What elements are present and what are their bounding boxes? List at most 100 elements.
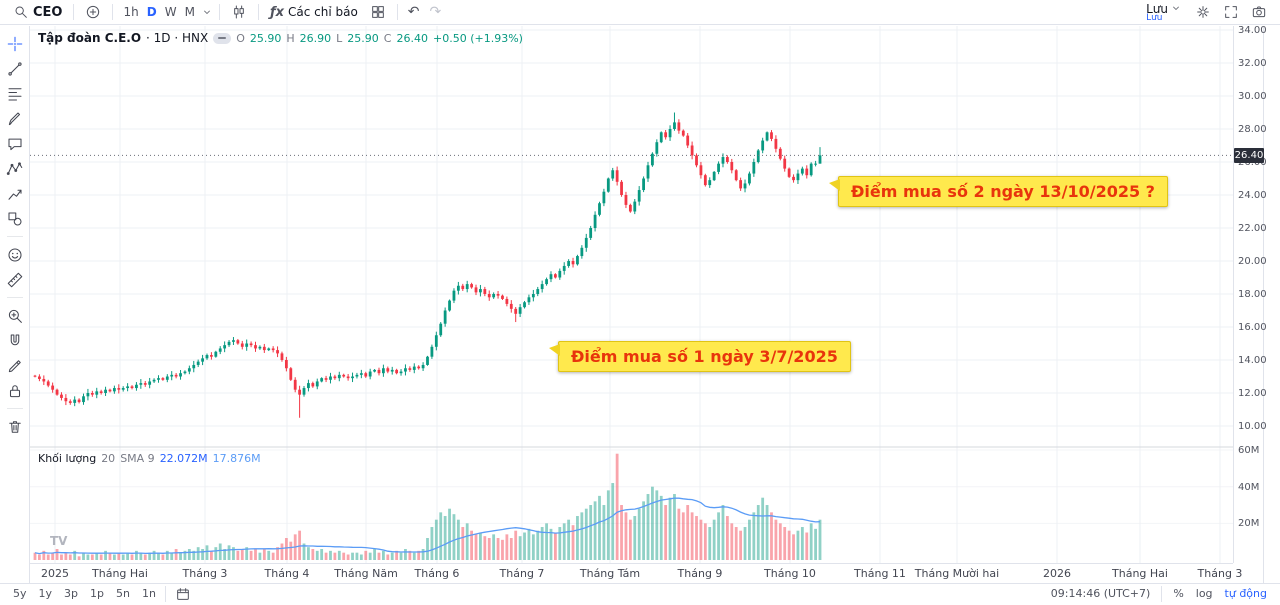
symbol-legend: Tập đoàn C.E.O · 1D · HNX O 25.90 H 26.90 … [38,31,523,45]
time-tick: Tháng Hai [92,567,148,580]
time-tick: Tháng Năm [334,567,398,580]
range-5n[interactable]: 5n [116,587,130,600]
tool-zoom-in[interactable] [3,304,27,327]
interval-M[interactable]: M [184,5,195,19]
go-to-date-button[interactable] [170,583,196,605]
price-chart-svg[interactable] [30,26,1233,563]
time-axis[interactable]: 2025 Tháng Hai Tháng 3 Tháng 4 Tháng Năm Thán… [30,563,1242,583]
time-tick: Tháng Hai [1112,567,1168,580]
volume-axis-label: 60M [1238,445,1260,457]
interval-menu-chevron-icon[interactable] [201,6,213,18]
fullscreen-button[interactable] [1218,1,1244,23]
tradingview-watermark: TV [50,534,68,548]
range-1n[interactable]: 1n [141,587,156,600]
clock-label[interactable]: 09:14:46 (UTC+7) [1050,587,1151,600]
save-label: Lưu [1146,2,1168,16]
tool-measure[interactable] [3,268,27,291]
annotation-buy-point-2[interactable]: Điểm mua số 2 ngày 13/10/2025 ? [829,176,1168,207]
layout-grid-button[interactable] [365,1,391,23]
bottom-separator [1161,585,1163,602]
legend-subtitle: · 1D · HNX [146,31,209,45]
tool-fib-retracement[interactable] [3,82,27,105]
tool-lock-drawings[interactable] [3,379,27,402]
time-tick: Tháng 6 [414,567,460,580]
tool-magnet[interactable] [3,329,27,352]
top-toolbar: CEO 1h D W M ƒx Các chỉ báo ↶ ↷ Lưu Lưu [0,0,1280,25]
range-1p[interactable]: 1p [90,587,104,600]
symbol-search-button[interactable]: CEO [8,1,67,23]
price-axis-label: 14.00 [1238,355,1267,366]
tool-brush[interactable] [3,107,27,130]
toolbar-separator [396,4,398,20]
tool-shapes[interactable] [3,207,27,230]
tool-trend-line[interactable] [3,57,27,80]
log-scale-button[interactable]: log [1195,587,1213,600]
time-tick: 2025 [41,567,69,580]
time-tick: Tháng 7 [499,567,545,580]
volume-legend-title[interactable]: Khối lượng [38,452,97,465]
tool-crosshair-cursor[interactable] [3,32,27,55]
brush-icon [8,111,20,125]
measure-icon [7,272,22,287]
price-axis-label: 10.00 [1238,421,1267,432]
last-price-badge[interactable]: 26.40 [1234,147,1264,163]
range-1y[interactable]: 1y [38,587,53,600]
ohlc-close-value: 26.40 [396,31,428,45]
range-5y[interactable]: 5y [13,587,27,600]
undo-button[interactable]: ↶ [407,4,420,20]
tool-drawing-mode[interactable] [3,354,27,377]
gear-icon [1197,6,1209,18]
tool-forecast[interactable] [3,182,27,205]
ohlc-high-label: H [286,31,295,45]
percent-scale-button[interactable]: % [1173,587,1184,600]
time-tick: Tháng 3 [182,567,228,580]
screenshot-button[interactable] [1246,1,1272,23]
price-axis[interactable]: 34.0032.0030.0028.0026.0024.0022.0020.00… [1233,25,1267,563]
ohlc-high-value: 26.90 [299,31,332,45]
tool-emoji[interactable] [3,243,27,266]
crosshair-cursor-icon [7,36,22,51]
tool-text-note[interactable] [3,132,27,155]
tool-xabcd-pattern[interactable] [3,157,27,180]
symbol-name: CEO [33,4,63,20]
volume-axis-label: 40M [1238,481,1260,493]
ohlc-open-value: 25.90 [249,31,282,45]
volume-ma-value: 17.876M [212,452,261,465]
hide-series-icon[interactable] [213,32,232,44]
auto-scale-button[interactable]: tự động [1224,587,1267,600]
time-tick: Tháng 11 [854,567,906,580]
price-axis-label: 32.00 [1238,58,1267,69]
save-button[interactable]: Lưu Lưu [1140,0,1188,24]
bottom-bar: 5y 1y 3p 1p 5n 1n 09:14:46 (UTC+7) % log tự đ… [0,583,1280,603]
chart-type-button[interactable] [226,1,252,23]
volume-axis-label: 20M [1238,518,1260,530]
bottom-right-group: 09:14:46 (UTC+7) % log tự động [1046,585,1272,602]
time-tick: Tháng 10 [764,567,816,580]
volume-legend: Khối lượng 20 SMA 9 22.072M 17.876M [38,452,261,465]
price-axis-label: 24.00 [1238,190,1267,201]
function-icon: ƒx [269,4,284,20]
zoom-in-icon [8,309,22,323]
annotation-buy-point-1[interactable]: Điểm mua số 1 ngày 3/7/2025 [549,341,851,372]
xabcd-pattern-icon [6,161,22,175]
tool-remove-drawings[interactable] [3,415,27,438]
grid-layout-icon [371,6,384,18]
toolbar-group-separator [6,236,23,237]
emoji-icon [7,247,22,262]
redo-button[interactable]: ↷ [429,4,442,20]
interval-1h[interactable]: 1h [123,5,139,19]
fullscreen-icon [1225,6,1237,18]
time-tick: Tháng Tám [579,567,641,580]
save-hint-label: Lưu [1146,13,1163,23]
interval-W[interactable]: W [164,5,177,19]
plus-circle-icon [87,5,100,19]
remove-drawings-icon [8,420,21,433]
range-3p[interactable]: 3p [64,587,79,600]
compare-add-button[interactable] [80,1,106,23]
settings-button[interactable] [1190,1,1216,23]
interval-D[interactable]: D [146,5,157,19]
indicators-button[interactable]: ƒx Các chỉ báo [265,1,363,23]
toolbar-separator [218,4,220,20]
legend-symbol-title[interactable]: Tập đoàn C.E.O [38,31,142,45]
price-axis-label: 12.00 [1238,388,1267,399]
